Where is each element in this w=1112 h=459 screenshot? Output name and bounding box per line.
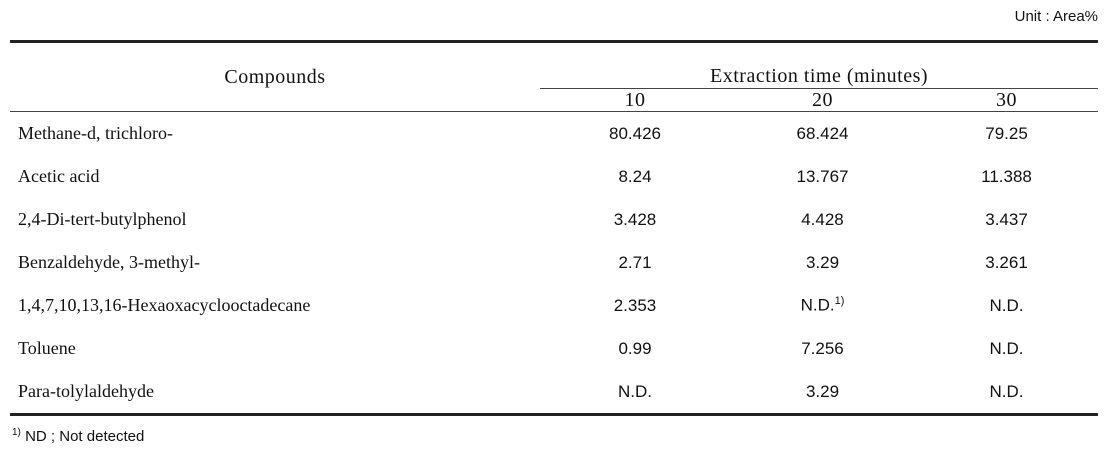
column-header: 30 bbox=[915, 88, 1099, 113]
table-cell: 3.428 bbox=[613, 209, 657, 229]
table-row: Acetic acid 8.24 13.767 11.388 bbox=[10, 155, 1098, 198]
table-row: 1,4,7,10,13,16-Hexaoxacyclooctadecane 2.3… bbox=[10, 284, 1098, 327]
cell-note: 1) bbox=[834, 295, 845, 308]
table-cell: N.D. bbox=[989, 381, 1024, 401]
compound-name: 2,4-Di-tert-butylphenol bbox=[18, 209, 187, 229]
table-cell: N.D. bbox=[989, 338, 1024, 358]
footnote: 1) ND ; Not detected bbox=[12, 427, 144, 445]
table-cell: 68.424 bbox=[796, 123, 849, 143]
header-compounds: Compounds bbox=[224, 65, 326, 88]
table-cell: 3.29 bbox=[805, 381, 840, 401]
table-cell: 3.261 bbox=[985, 252, 1028, 272]
compound-name: Toluene bbox=[18, 338, 76, 358]
table-row: 2,4-Di-tert-butylphenol 3.428 4.428 3.437 bbox=[10, 198, 1098, 241]
table-cell: 4.428 bbox=[801, 209, 844, 229]
table-cell: 7.256 bbox=[801, 338, 844, 358]
table-cell: 3.437 bbox=[985, 209, 1028, 229]
compound-name: Para-tolylaldehyde bbox=[18, 381, 154, 401]
table-cell: 2.71 bbox=[618, 252, 652, 272]
table-cell: 11.388 bbox=[981, 166, 1032, 186]
column-header: 20 bbox=[730, 88, 915, 113]
compound-name: Acetic acid bbox=[18, 166, 100, 186]
table-row: Methane-d, trichloro- 80.426 68.424 79.25 bbox=[10, 112, 1098, 156]
table-cell: N.D. bbox=[618, 381, 652, 401]
header-group: Extraction time (minutes) bbox=[540, 41, 1099, 89]
table-row: Toluene 0.99 7.256 N.D. bbox=[10, 327, 1098, 370]
table-cell: 13.767 bbox=[796, 166, 849, 186]
compound-name: Benzaldehyde, 3-methyl- bbox=[18, 252, 200, 272]
table-cell: N.D.1) bbox=[730, 284, 915, 327]
table-row: Benzaldehyde, 3-methyl- 2.71 3.29 3.261 bbox=[10, 241, 1098, 284]
footnote-mark: 1) bbox=[12, 427, 21, 438]
table-cell: 79.25 bbox=[985, 123, 1028, 143]
table-cell: 2.353 bbox=[613, 295, 657, 315]
footnote-text: ND ; Not detected bbox=[25, 428, 145, 445]
compound-name: 1,4,7,10,13,16-Hexaoxacyclooctadecane bbox=[18, 295, 311, 315]
table-cell: 80.426 bbox=[609, 123, 661, 143]
table-cell: 3.29 bbox=[805, 252, 840, 272]
table-row: Para-tolylaldehyde N.D. 3.29 N.D. bbox=[10, 370, 1098, 415]
compound-name: Methane-d, trichloro- bbox=[18, 123, 173, 143]
table-cell: 0.99 bbox=[618, 338, 652, 358]
table-cell: N.D. bbox=[989, 295, 1024, 315]
results-table: Compounds Extraction time (minutes) 10 20… bbox=[10, 40, 1099, 416]
unit-label: Unit : Area% bbox=[1014, 8, 1098, 25]
table-cell: 8.24 bbox=[618, 166, 652, 186]
cell-text: N.D. bbox=[800, 295, 835, 315]
column-header: 10 bbox=[540, 88, 730, 113]
